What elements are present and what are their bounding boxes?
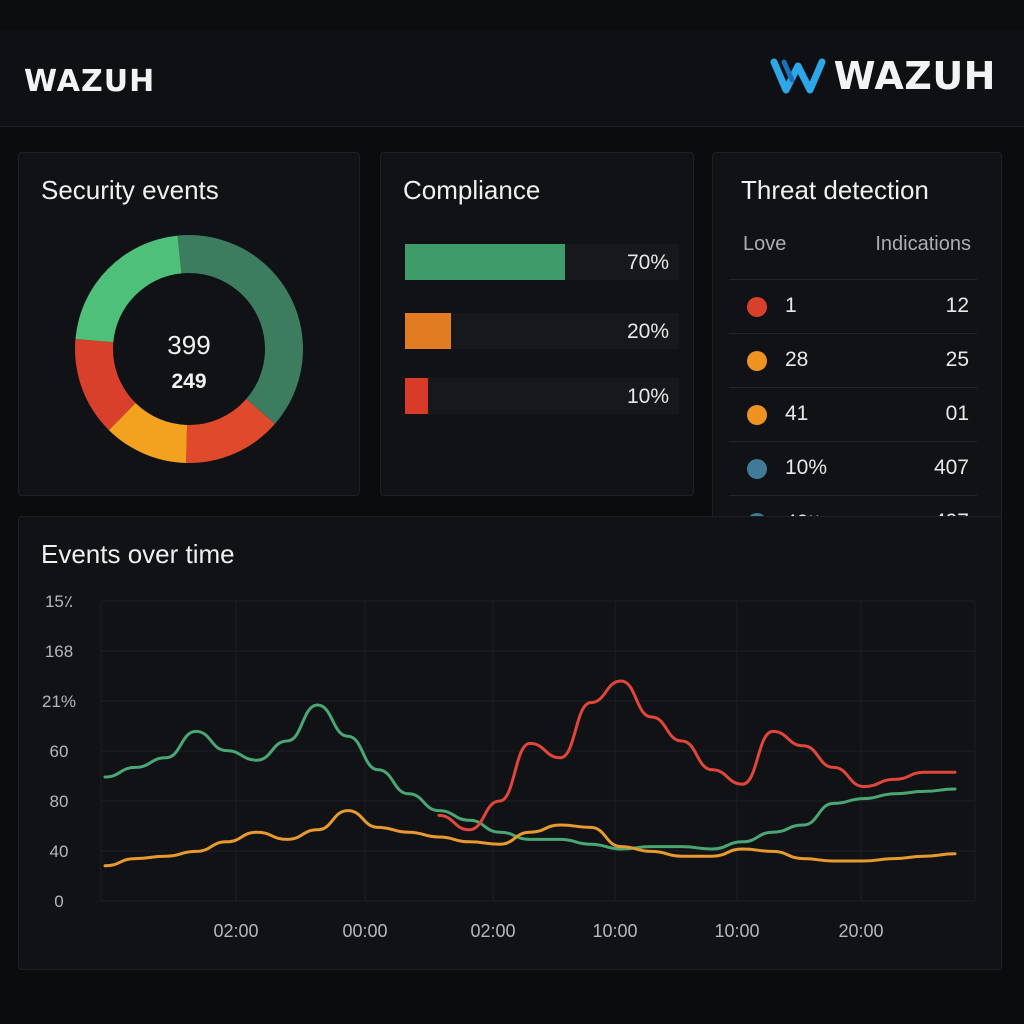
threat-count: 25	[945, 348, 969, 371]
threat-row[interactable]: 41 01	[729, 387, 977, 442]
donut-segment[interactable]	[75, 338, 136, 431]
compliance-bar-fill	[405, 378, 428, 414]
y-tick-label: 15٪	[45, 592, 73, 611]
brand-wordmark-right: WAZUH	[833, 54, 996, 98]
compliance-bar-value: 20%	[626, 320, 669, 343]
series-line[interactable]	[103, 703, 957, 851]
x-tick-label: 10:00	[592, 921, 637, 941]
severity-dot-icon	[747, 351, 767, 371]
events-over-time-title: Events over time	[41, 539, 235, 569]
x-tick-label: 00:00	[342, 921, 387, 941]
y-tick-label: 40	[50, 842, 69, 861]
compliance-bar-row[interactable]: 20%	[405, 313, 679, 349]
threat-count: 12	[945, 294, 969, 317]
severity-dot-icon	[747, 459, 767, 479]
y-tick-label: 21%	[42, 692, 76, 711]
threat-count: 01	[945, 402, 969, 425]
donut-segment[interactable]	[177, 235, 303, 424]
compliance-bar-fill	[405, 313, 451, 349]
threat-level: 28	[785, 348, 809, 371]
threat-row[interactable]: 1 12	[729, 279, 977, 334]
threat-level: 1	[785, 294, 797, 317]
x-tick-label: 20:00	[838, 921, 883, 941]
donut-center-primary: 399	[167, 330, 210, 360]
y-tick-label: 0	[54, 892, 63, 911]
top-strip	[0, 0, 1024, 31]
compliance-bar-value: 10%	[626, 385, 669, 408]
threat-level: 10%	[785, 456, 828, 479]
threat-row[interactable]: 28 25	[729, 333, 977, 388]
y-tick-label: 168	[45, 642, 73, 661]
donut-segment[interactable]	[186, 398, 275, 463]
brand-logo-right[interactable]: WAZUH	[770, 54, 996, 98]
threat-detection-panel: Threat detection Love Indications 1 12 2…	[712, 152, 1002, 558]
security-events-title: Security events	[41, 175, 219, 205]
security-events-donut-chart[interactable]: 399 249	[69, 229, 309, 469]
compliance-bar-fill	[405, 244, 565, 280]
compliance-bar-row[interactable]: 70%	[405, 244, 679, 280]
compliance-panel: Compliance 70% 20% 10%	[380, 152, 694, 496]
y-tick-label: 80	[50, 792, 69, 811]
threat-col-level-header[interactable]: Love	[743, 233, 787, 255]
threat-detection-title: Threat detection	[741, 175, 929, 205]
donut-center-secondary: 249	[171, 370, 206, 393]
compliance-title: Compliance	[403, 175, 541, 205]
events-over-time-panel: Events over time 15٪ 168 21% 60 80 40 0 02:00 0…	[18, 516, 1002, 970]
threat-level: 41	[785, 402, 809, 425]
compliance-bar-value: 70%	[626, 251, 669, 274]
x-tick-label: 10:00	[714, 921, 759, 941]
series-line[interactable]	[103, 809, 957, 868]
app-header: WAZUH WAZUH	[0, 30, 1024, 127]
threat-row[interactable]: 10% 407	[729, 441, 977, 496]
donut-segment[interactable]	[108, 403, 188, 463]
brand-wordmark-left[interactable]: WAZUH	[24, 64, 156, 99]
series-line[interactable]	[437, 679, 957, 832]
compliance-bar-row[interactable]: 10%	[405, 378, 679, 414]
x-tick-label: 02:00	[213, 921, 258, 941]
x-tick-label: 02:00	[470, 921, 515, 941]
severity-dot-icon	[747, 405, 767, 425]
threat-col-count-header[interactable]: Indications	[875, 233, 971, 255]
severity-dot-icon	[747, 297, 767, 317]
security-events-panel: Security events 399 249	[18, 152, 360, 496]
threat-count: 407	[933, 456, 969, 479]
wazuh-logo-icon	[770, 58, 826, 94]
y-tick-label: 60	[50, 742, 69, 761]
events-over-time-chart[interactable]: 15٪ 168 21% 60 80 40 0 02:00 00:00 02:00 10:00 10:…	[19, 517, 1001, 969]
donut-segment[interactable]	[75, 235, 182, 343]
